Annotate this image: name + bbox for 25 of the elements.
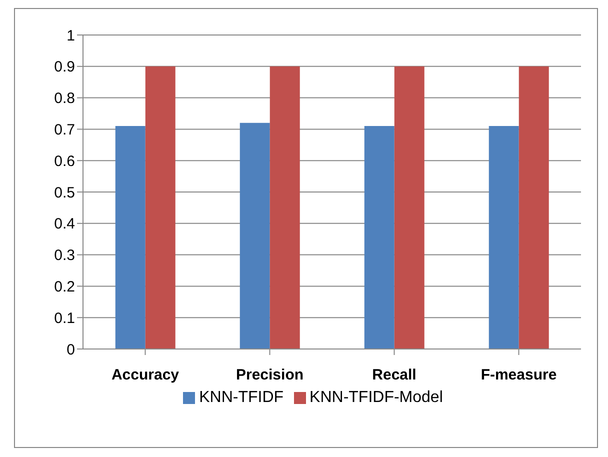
y-tick-label: 0.5 [54, 184, 75, 202]
y-tick-label: 1 [66, 27, 75, 44]
legend-label: KNN-TFIDF-Model [310, 389, 443, 406]
y-tick-label: 0.9 [54, 58, 75, 76]
y-tick-label: 0.6 [54, 152, 75, 170]
y-tick-label: 0.1 [54, 310, 75, 327]
y-tick-label: 0.8 [54, 90, 75, 108]
bar [145, 66, 176, 349]
y-tick-label: 0.2 [54, 278, 75, 296]
x-tick-label: F-measure [480, 366, 557, 384]
legend-label: KNN-TFIDF [199, 389, 284, 406]
bar [488, 126, 519, 349]
y-tick-label: 0.7 [54, 122, 75, 139]
y-tick-label: 0.3 [54, 247, 75, 264]
x-tick-label: Accuracy [111, 366, 180, 384]
y-tick-label: 0 [66, 341, 75, 358]
bar [394, 66, 424, 349]
bar [270, 66, 300, 349]
x-tick-label: Precision [236, 366, 304, 384]
bar [364, 126, 394, 349]
bar [115, 126, 146, 349]
x-tick-label: Recall [372, 366, 416, 384]
bar [518, 66, 549, 349]
bar [240, 122, 270, 349]
y-tick-label: 0.4 [54, 216, 75, 233]
